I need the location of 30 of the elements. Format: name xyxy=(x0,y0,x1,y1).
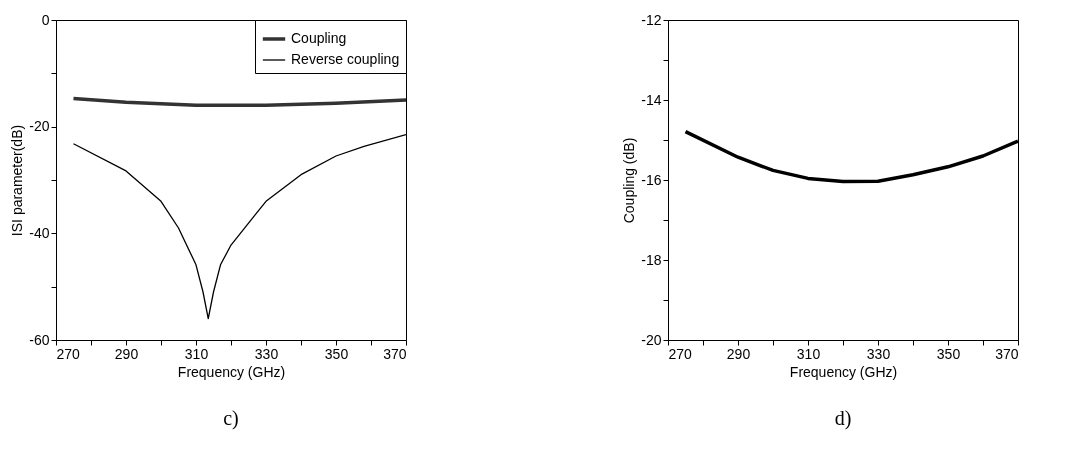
x-axis-title: Frequency (GHz) xyxy=(789,363,898,380)
line-series xyxy=(71,96,406,108)
x-tick-label: 270 xyxy=(668,345,693,362)
y-tick-label: -20 xyxy=(29,118,50,135)
y-tick-label: -16 xyxy=(641,171,662,188)
x-tick-label: 290 xyxy=(114,345,139,362)
y-tick-label: -12 xyxy=(641,11,662,28)
x-tick-label: 310 xyxy=(184,345,209,362)
legend-label: Reverse coupling xyxy=(291,51,400,67)
x-tick-label: 350 xyxy=(324,345,349,362)
x-tick-label: 310 xyxy=(796,345,821,362)
x-axis-title: Frequency (GHz) xyxy=(177,363,286,380)
legend-label: Coupling xyxy=(291,30,347,46)
x-tick-label: 270 xyxy=(56,345,81,362)
x-tick-label: 350 xyxy=(936,345,961,362)
x-tick-label: 330 xyxy=(866,345,891,362)
text: d) xyxy=(834,407,852,430)
y-tick-label: -18 xyxy=(641,251,662,268)
y-tick-label: -14 xyxy=(641,91,662,108)
y-tick-label: -60 xyxy=(29,331,50,348)
x-tick-label: 370 xyxy=(383,345,407,362)
x-tick-label: 330 xyxy=(254,345,279,362)
x-tick-label: 370 xyxy=(995,345,1019,362)
x-tick-label: 290 xyxy=(726,345,751,362)
y-axis-title: ISI parameter(dB) xyxy=(9,124,26,237)
y-tick-label: -40 xyxy=(29,224,50,241)
y-tick-label: -20 xyxy=(641,331,662,348)
y-tick-label: 0 xyxy=(41,11,50,28)
y-axis-title: Coupling (dB) xyxy=(621,137,638,224)
text: c) xyxy=(223,407,239,430)
